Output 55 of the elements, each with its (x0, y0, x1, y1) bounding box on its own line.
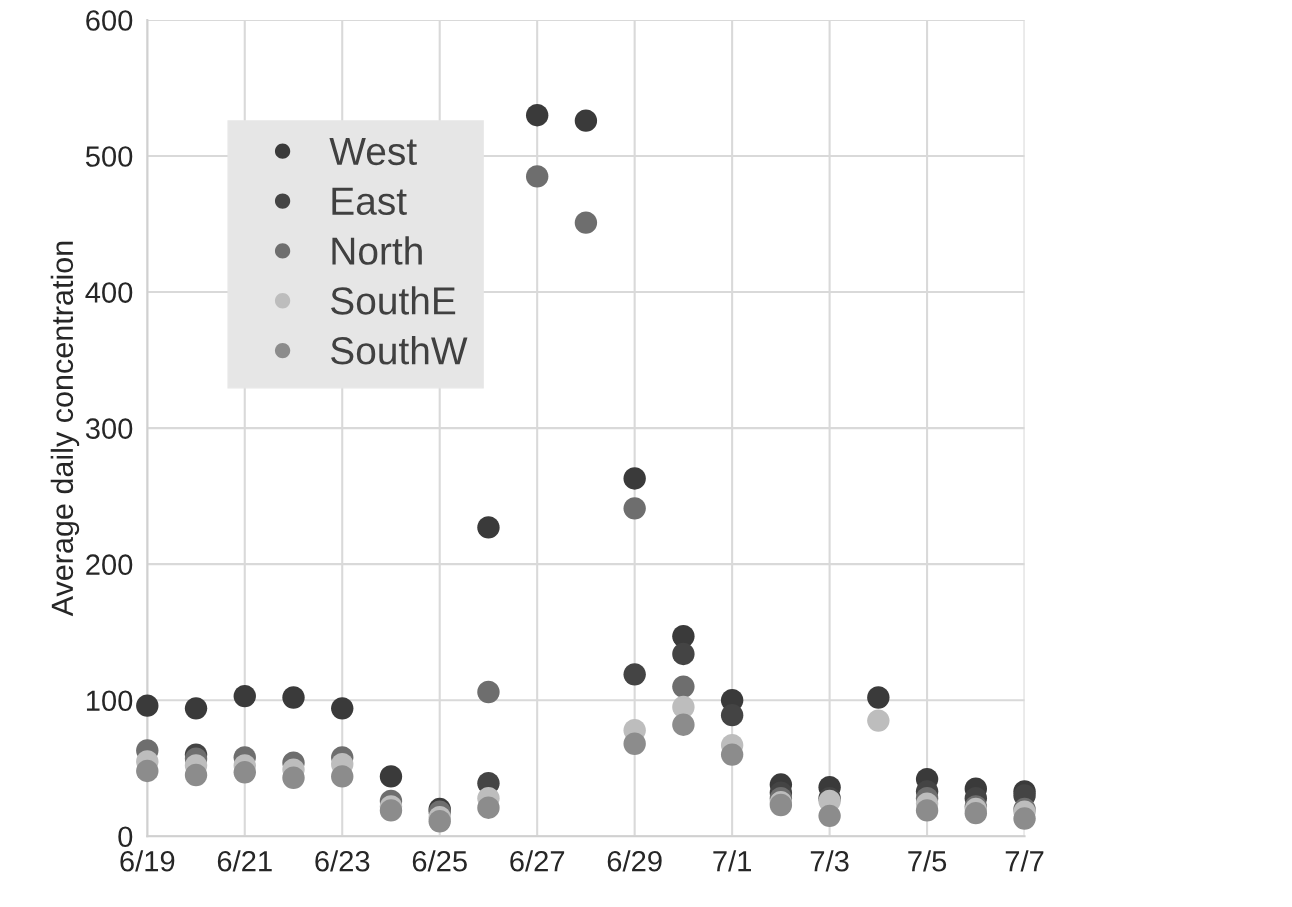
legend-label: North (332, 236, 422, 265)
point (867, 709, 890, 732)
point (867, 686, 890, 709)
point (525, 103, 549, 127)
y-tick-label: 200 (86, 554, 133, 576)
point (477, 680, 500, 704)
point (136, 759, 159, 783)
x-tick-label: 7/1 (713, 850, 751, 872)
x-tick-label: 7/3 (810, 850, 849, 872)
point (672, 713, 695, 736)
point (477, 516, 500, 539)
x-tick-label: 6/27 (510, 850, 565, 872)
legend-label: SouthE (331, 286, 456, 315)
x-tick-label: 6/29 (607, 850, 662, 872)
x-tick-label: 6/23 (315, 850, 370, 872)
point (282, 766, 305, 789)
point (915, 799, 939, 822)
point (331, 765, 354, 788)
point (184, 763, 208, 787)
point (720, 743, 744, 766)
point (282, 686, 305, 709)
point (574, 211, 598, 234)
y-tick-label: 0 (118, 826, 133, 848)
point (1013, 807, 1036, 830)
point (623, 732, 646, 755)
x-tick-label: 6/19 (120, 850, 175, 872)
y-tick-label: 300 (85, 418, 133, 439)
point (379, 765, 403, 788)
x-tick-label: 7/5 (908, 850, 947, 872)
point (672, 675, 695, 698)
point (331, 697, 354, 720)
legend-label: East (332, 187, 407, 216)
point (184, 697, 208, 720)
point (672, 642, 695, 666)
point (477, 796, 500, 819)
point (525, 165, 549, 188)
y-axis-title: Average daily concentration (50, 241, 80, 617)
legend-label: West (329, 138, 417, 166)
legend-label: SouthW (331, 336, 468, 365)
point (623, 663, 646, 686)
point (720, 703, 744, 727)
point (623, 467, 646, 490)
x-tick-label: 7/7 (1005, 850, 1044, 872)
y-tick-label: 500 (85, 146, 133, 167)
point (233, 761, 256, 784)
y-tick-label: 600 (86, 10, 133, 31)
point (233, 684, 256, 708)
point (136, 694, 159, 717)
y-tick-label: 100 (86, 690, 133, 712)
x-tick-label: 6/25 (412, 850, 467, 872)
point (574, 109, 598, 132)
x-tick-label: 6/21 (217, 850, 272, 872)
point (818, 804, 841, 828)
point (623, 497, 646, 520)
y-tick-label: 400 (85, 282, 133, 303)
